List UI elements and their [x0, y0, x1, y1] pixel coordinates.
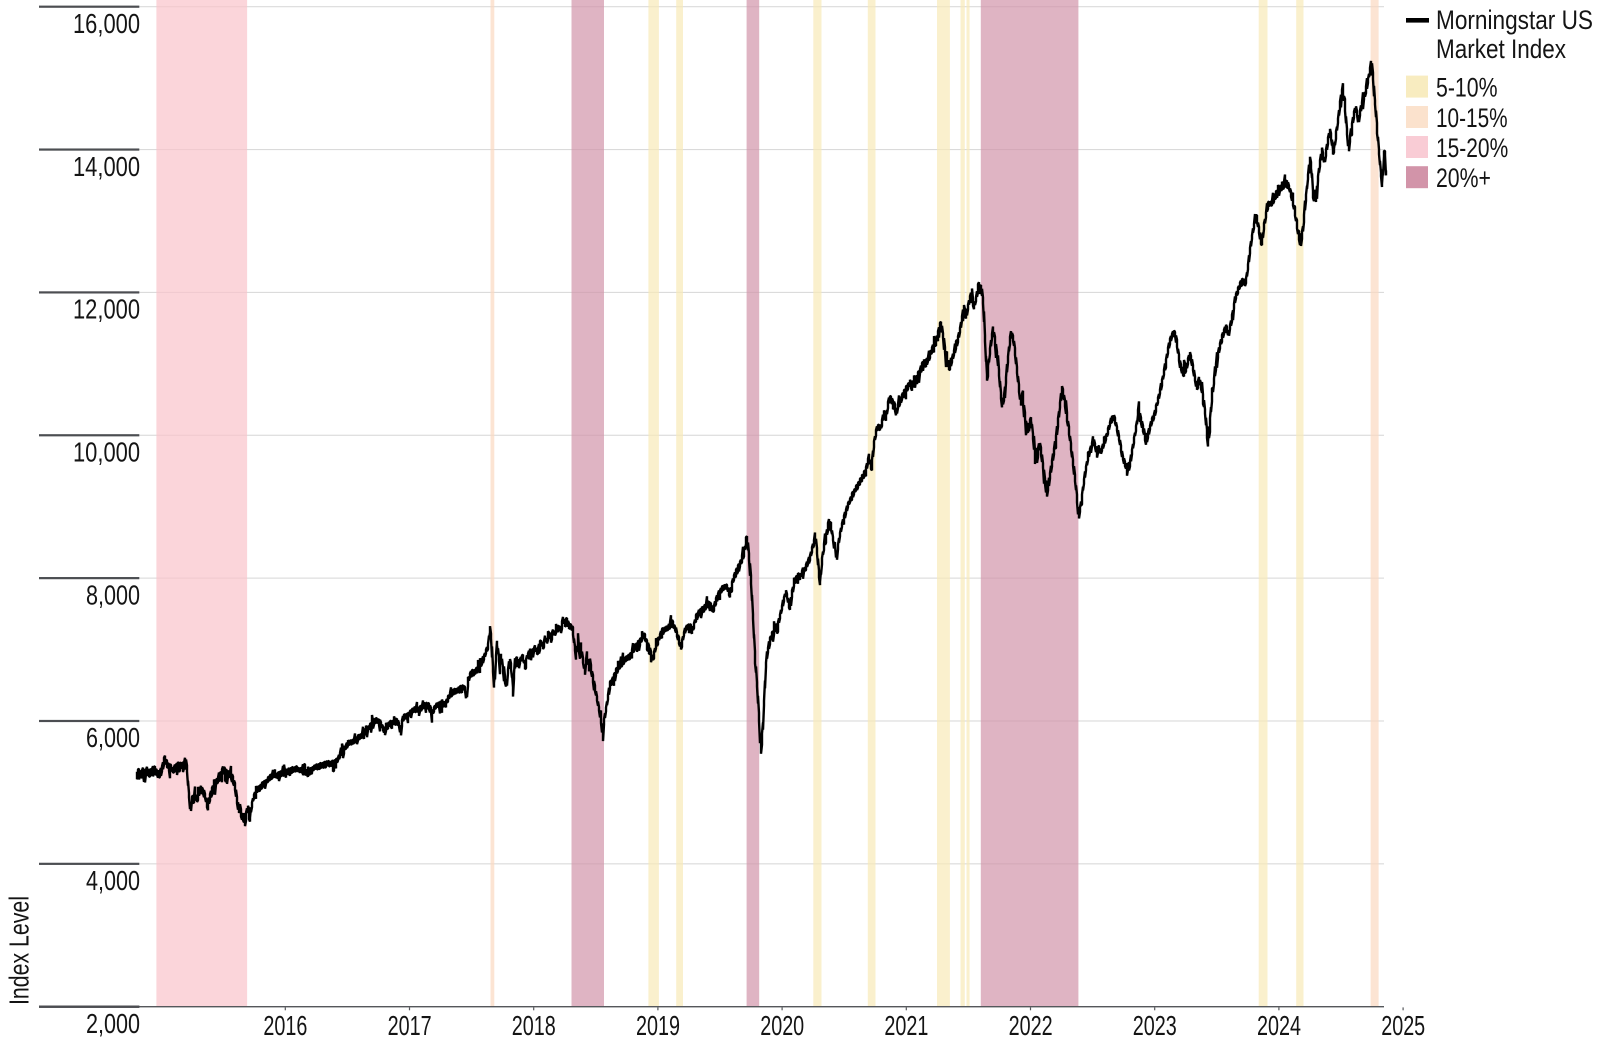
- svg-text:8,000: 8,000: [86, 579, 140, 610]
- svg-text:2020: 2020: [760, 1010, 804, 1041]
- svg-text:5-10%: 5-10%: [1436, 72, 1498, 102]
- svg-text:2019: 2019: [636, 1010, 680, 1041]
- svg-text:10,000: 10,000: [73, 437, 140, 468]
- svg-text:2025: 2025: [1381, 1010, 1425, 1041]
- svg-text:Morningstar US: Morningstar US: [1436, 5, 1593, 35]
- svg-text:2017: 2017: [388, 1010, 432, 1041]
- svg-text:15-20%: 15-20%: [1436, 133, 1508, 163]
- svg-text:4,000: 4,000: [86, 865, 140, 896]
- svg-text:2024: 2024: [1257, 1010, 1301, 1041]
- svg-text:16,000: 16,000: [73, 8, 140, 39]
- svg-text:10-15%: 10-15%: [1436, 103, 1508, 133]
- svg-text:12,000: 12,000: [73, 294, 140, 325]
- svg-text:Market Index: Market Index: [1436, 34, 1566, 64]
- svg-text:2016: 2016: [263, 1010, 307, 1041]
- svg-text:2023: 2023: [1133, 1010, 1177, 1041]
- svg-text:20%+: 20%+: [1436, 163, 1491, 193]
- svg-text:2022: 2022: [1009, 1010, 1053, 1041]
- svg-text:14,000: 14,000: [73, 151, 140, 182]
- svg-text:6,000: 6,000: [86, 722, 140, 753]
- svg-text:2021: 2021: [884, 1010, 928, 1041]
- svg-text:2018: 2018: [512, 1010, 556, 1041]
- svg-text:Index Level: Index Level: [4, 896, 35, 1005]
- svg-text:2,000: 2,000: [86, 1008, 140, 1039]
